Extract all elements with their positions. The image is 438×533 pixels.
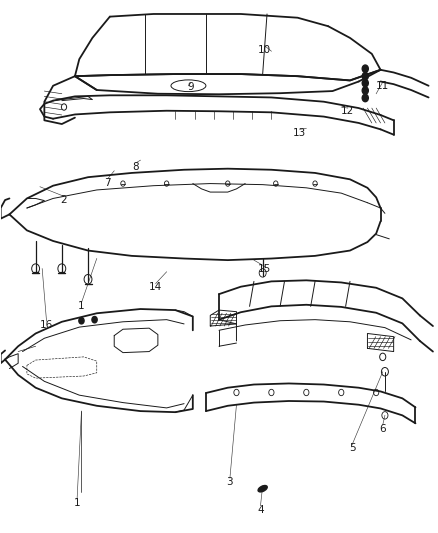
Text: 11: 11 bbox=[376, 81, 389, 91]
Text: 13: 13 bbox=[293, 127, 307, 138]
Circle shape bbox=[362, 94, 368, 102]
Circle shape bbox=[92, 317, 97, 323]
Text: 6: 6 bbox=[379, 424, 386, 434]
Text: 3: 3 bbox=[226, 477, 233, 487]
Text: 16: 16 bbox=[40, 320, 53, 330]
Circle shape bbox=[79, 318, 84, 324]
Text: 10: 10 bbox=[258, 45, 272, 54]
Text: 5: 5 bbox=[349, 443, 356, 453]
Circle shape bbox=[362, 79, 368, 87]
Ellipse shape bbox=[258, 486, 267, 492]
Circle shape bbox=[362, 87, 368, 94]
Text: 7: 7 bbox=[104, 177, 111, 188]
Circle shape bbox=[362, 72, 368, 80]
Text: 9: 9 bbox=[187, 82, 194, 92]
Text: 8: 8 bbox=[133, 161, 139, 172]
Text: 14: 14 bbox=[149, 282, 162, 292]
Text: 15: 15 bbox=[258, 264, 272, 274]
Circle shape bbox=[362, 65, 368, 72]
Text: 2: 2 bbox=[61, 195, 67, 205]
Text: 1: 1 bbox=[78, 301, 85, 311]
Text: 1: 1 bbox=[74, 498, 81, 508]
Text: 4: 4 bbox=[257, 505, 264, 515]
Text: 12: 12 bbox=[341, 106, 354, 116]
